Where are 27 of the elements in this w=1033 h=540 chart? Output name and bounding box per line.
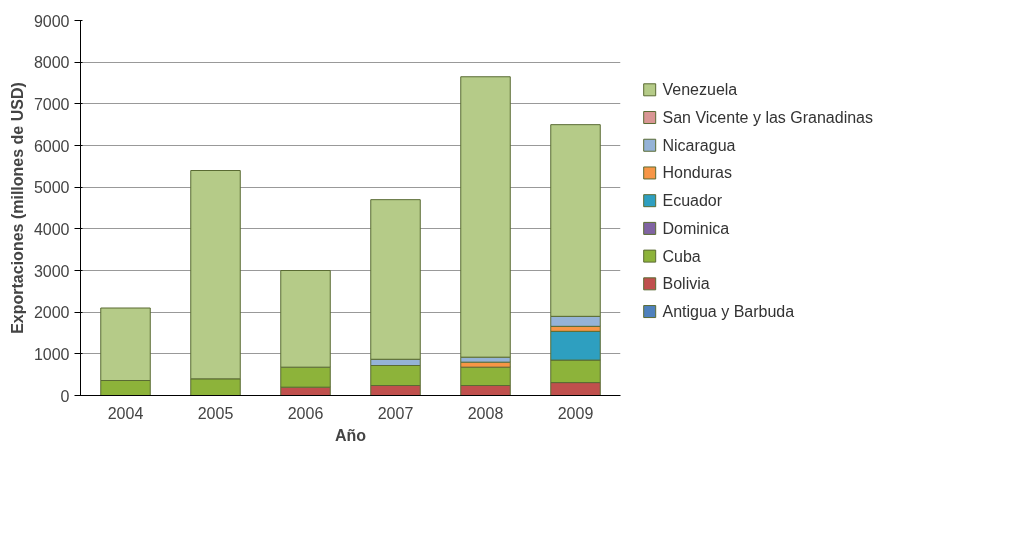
legend-label: San Vicente y las Granadinas: [662, 109, 873, 127]
y-tick-label: 9000: [33, 12, 70, 30]
x-tick-label: 2007: [377, 404, 414, 422]
y-tick-label: 8000: [33, 54, 70, 72]
y-tick-label: 0: [60, 387, 70, 405]
y-axis-title: Exportaciones (millones de USD): [8, 82, 26, 334]
x-tick-label: 2008: [467, 404, 504, 422]
x-tick-label: 2009: [557, 404, 594, 422]
legend-label: Honduras: [662, 164, 732, 182]
x-tick-label: 2006: [287, 404, 324, 422]
legend-label: Dominica: [662, 219, 730, 237]
y-tick-label: 1000: [33, 345, 70, 363]
y-tick-label: 3000: [33, 262, 70, 280]
x-tick-label: 2004: [107, 404, 144, 422]
y-tick-label: 6000: [33, 137, 70, 155]
y-tick-label: 5000: [33, 179, 70, 197]
x-axis-title: Año: [334, 426, 367, 444]
legend-label: Venezuela: [662, 81, 738, 99]
legend-label: Ecuador: [662, 192, 723, 210]
x-tick-label: 2005: [197, 404, 234, 422]
legend-label: Cuba: [662, 247, 701, 265]
legend-label: Nicaragua: [662, 136, 736, 154]
legend-label: Bolivia: [662, 275, 710, 293]
y-tick-label: 2000: [33, 304, 70, 322]
legend-label: Antigua y Barbuda: [662, 303, 795, 321]
y-tick-label: 7000: [33, 95, 70, 113]
y-tick-label: 4000: [33, 220, 70, 238]
